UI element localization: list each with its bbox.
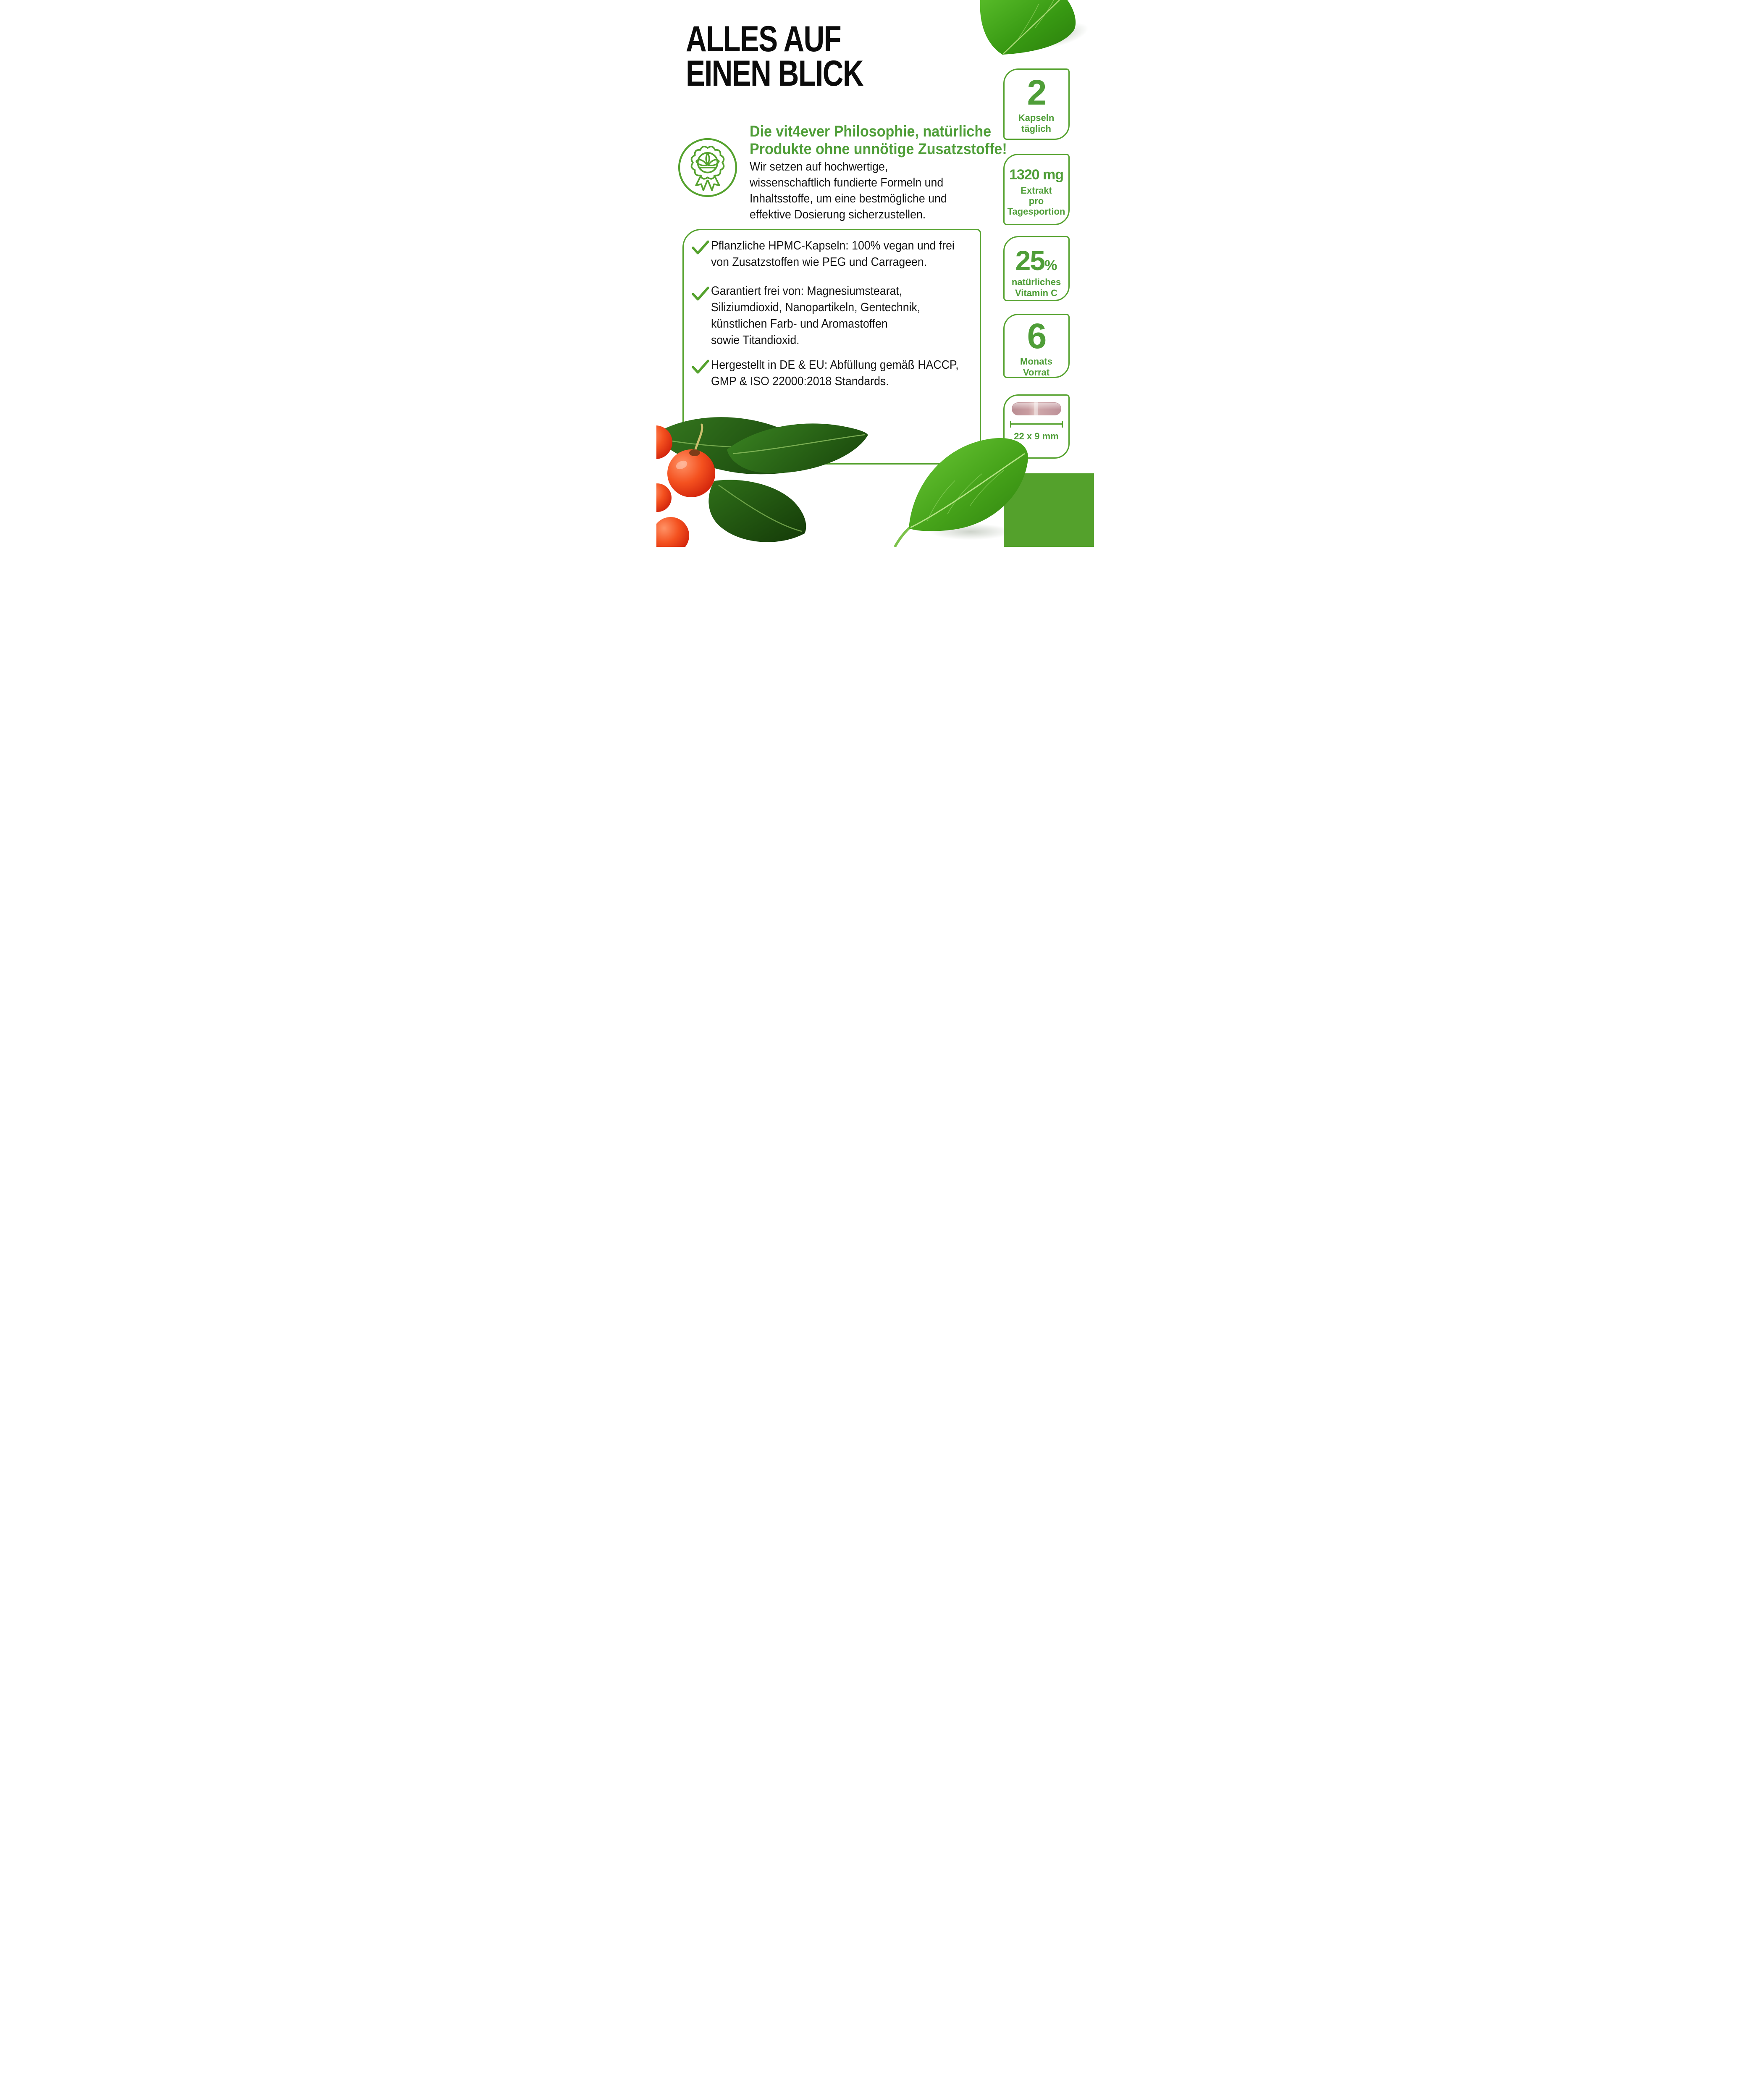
infographic-page: ALLES AUF EINEN BLICK Die vit4ever Phi — [656, 0, 1094, 547]
checklist-item-line: Garantiert frei von: Magnesiumstearat, — [711, 284, 902, 298]
stat-label: Extrakt pro Tagesportion — [1007, 185, 1065, 217]
stat-value: 2 — [1027, 73, 1047, 112]
stat-box-daily-dose: 2 Kapseln täglich — [1003, 68, 1070, 140]
philosophy-heading: Die vit4ever Philosophie, natürliche Pro… — [750, 123, 1007, 158]
philosophy-heading-line: Die vit4ever Philosophie, natürliche — [749, 123, 991, 140]
checklist-item-line: sowie Titandioxid. — [711, 333, 800, 347]
philosophy-body-line: Inhaltsstoffe, um eine bestmögliche und — [749, 192, 947, 205]
stat-value: 1320 mg — [1009, 167, 1064, 183]
stat-value-suffix: % — [1044, 257, 1057, 273]
checklist-item-line: künstlichen Farb- und Aromastoffen — [711, 317, 888, 331]
page-title: ALLES AUF EINEN BLICK — [685, 19, 864, 94]
checklist-box — [682, 229, 981, 465]
checkmark-icon — [691, 286, 709, 301]
checklist-item: Garantiert frei von: Magnesiumstearat, S… — [711, 283, 920, 349]
stat-box-extract: 1320 mg Extrakt pro Tagesportion — [1003, 154, 1070, 225]
philosophy-heading-line: Produkte ohne unnötige Zusatzstoffe! — [749, 140, 1007, 158]
philosophy-body-line: effektive Dosierung sicherzustellen. — [749, 208, 926, 221]
acerola-cherries-image — [656, 417, 868, 547]
page-title-line1: ALLES AUF — [685, 19, 842, 59]
award-badge-icon — [677, 137, 738, 198]
stat-label: Monats Vorrat — [1020, 356, 1052, 378]
stat-value: 6 — [1027, 316, 1047, 356]
checklist-item-line: GMP & ISO 22000:2018 Standards. — [711, 375, 889, 388]
stat-label: Kapseln täglich — [1018, 113, 1055, 134]
checkmark-icon — [691, 240, 709, 255]
checklist-item-line: von Zusatzstoffen wie PEG und Carrageen. — [711, 255, 927, 269]
checklist-item-line: Siliziumdioxid, Nanopartikeln, Gentechni… — [711, 301, 920, 314]
ruler-measure — [1010, 421, 1063, 428]
stat-box-supply: 6 Monats Vorrat — [1003, 314, 1070, 378]
philosophy-body-line: wissenschaftlich fundierte Formeln und — [749, 176, 943, 189]
capsule-size-box — [1003, 394, 1070, 459]
stat-box-vitamin-c: 25% natürliches Vitamin C — [1003, 236, 1070, 301]
leaf-image-top-right — [980, 0, 1076, 55]
checklist-item-line: Pflanzliche HPMC-Kapseln: 100% vegan und… — [711, 239, 955, 252]
checkmark-icon — [691, 360, 709, 374]
checklist-item-line: Hergestellt in DE & EU: Abfüllung gemäß … — [711, 358, 959, 372]
capsule-image — [1011, 402, 1061, 415]
philosophy-body-line: Wir setzen auf hochwertige, — [749, 160, 888, 173]
capsule-dimension-label: 22 x 9 mm — [1014, 431, 1059, 441]
checklist-item: Pflanzliche HPMC-Kapseln: 100% vegan und… — [711, 238, 955, 270]
leaf-image-bottom-middle — [894, 438, 1028, 547]
stat-label: natürliches Vitamin C — [1011, 277, 1061, 298]
page-title-line2: EINEN BLICK — [685, 53, 864, 94]
stat-value: 25% — [1015, 245, 1057, 276]
checklist-item: Hergestellt in DE & EU: Abfüllung gemäß … — [711, 357, 959, 390]
philosophy-body: Wir setzen auf hochwertige, wissenschaft… — [750, 159, 947, 223]
